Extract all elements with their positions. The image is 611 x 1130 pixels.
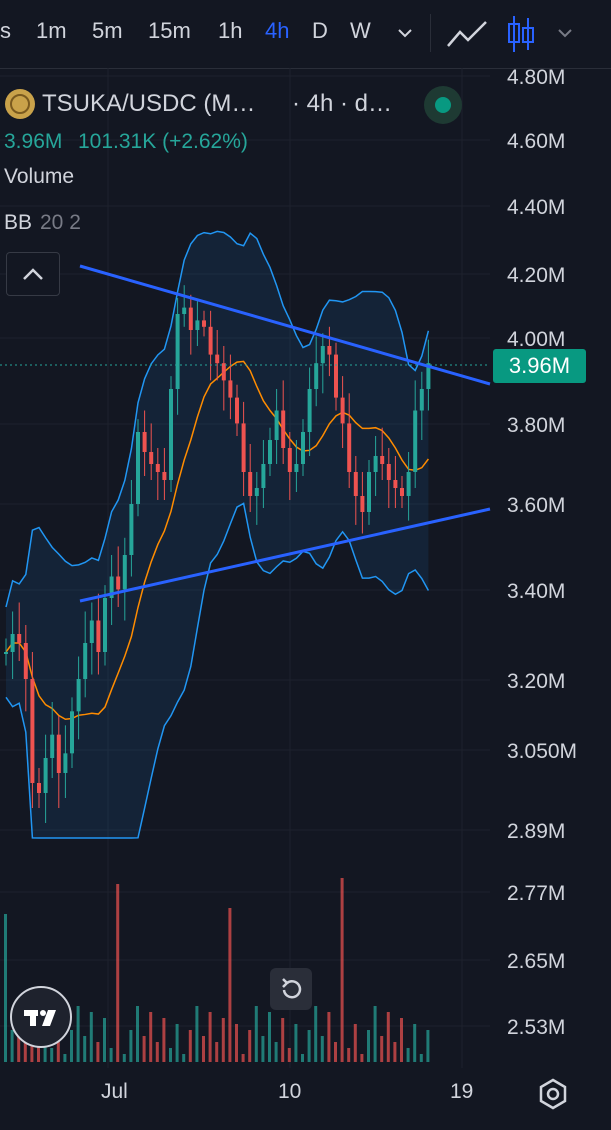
market-status-icon[interactable] xyxy=(424,86,462,124)
reset-chart-button[interactable] xyxy=(270,968,312,1010)
candlestick-icon[interactable] xyxy=(506,14,536,54)
price-axis-label: 2.53M xyxy=(507,1016,565,1039)
timeframe-toolbar: s 1m 5m 15m 1h 4h D W xyxy=(0,0,611,69)
tradingview-logo[interactable] xyxy=(10,986,72,1048)
rotate-icon xyxy=(282,978,302,999)
price-axis-label: 4.40M xyxy=(507,196,565,219)
timeframe-seconds[interactable]: s xyxy=(0,18,11,43)
current-price-label: 3.96M xyxy=(493,349,586,383)
price-axis-label: 2.65M xyxy=(507,950,565,973)
legend-price: 3.96M xyxy=(4,130,63,153)
timeframe-5m[interactable]: 5m xyxy=(92,18,123,43)
timeframe-4h[interactable]: 4h xyxy=(265,18,290,43)
price-axis-label: 4.00M xyxy=(507,328,565,351)
upper-trendline[interactable] xyxy=(79,264,491,386)
bb-label[interactable]: BB xyxy=(4,211,33,234)
bollinger-fill xyxy=(6,231,429,838)
chevron-down-icon[interactable] xyxy=(396,26,414,40)
timeframe-15m[interactable]: 15m xyxy=(148,18,191,43)
price-axis-label: 2.89M xyxy=(507,820,565,843)
price-axis-label: 3.60M xyxy=(507,494,565,517)
price-axis-label: 3.80M xyxy=(507,414,565,437)
price-axis-label: 3.40M xyxy=(507,580,565,603)
price-chart[interactable]: 4.80M 4.60M 4.40M 4.20M 4.00M 3.80M 3.60M 3.40M… xyxy=(0,68,611,1130)
price-axis-label: 3.050M xyxy=(507,740,577,763)
price-axis-label: 4.60M xyxy=(507,130,565,153)
collapse-legend-button[interactable] xyxy=(6,252,60,296)
chevron-up-icon xyxy=(23,268,43,280)
price-axis[interactable]: 4.80M 4.60M 4.40M 4.20M 4.00M 3.80M 3.60M 3.40M… xyxy=(507,68,577,1039)
time-label-19: 19 xyxy=(450,1080,474,1103)
symbol-interval: · 4h · d… xyxy=(292,90,393,117)
candlesticks xyxy=(4,285,431,823)
price-axis-label: 2.77M xyxy=(507,882,565,905)
tv-logo-icon xyxy=(24,1010,56,1026)
lower-trendline[interactable] xyxy=(79,507,491,603)
legend-change: 101.31K (+2.62%) xyxy=(78,130,248,153)
token-logo-icon xyxy=(5,89,35,119)
timeframe-1h[interactable]: 1h xyxy=(218,18,243,43)
volume-label[interactable]: Volume xyxy=(4,165,75,188)
bb-params: 20 2 xyxy=(40,211,81,234)
timeframe-day[interactable]: D xyxy=(312,18,328,43)
symbol-title[interactable]: TSUKA/USDC (M… xyxy=(42,90,256,117)
price-axis-label: 4.20M xyxy=(507,264,565,287)
timeframe-week[interactable]: W xyxy=(350,18,371,43)
chart-type-chevron-icon[interactable] xyxy=(556,26,574,40)
toolbar-divider xyxy=(430,14,431,52)
time-label-10: 10 xyxy=(278,1080,302,1103)
price-axis-label: 4.80M xyxy=(507,68,565,89)
timeframe-1m[interactable]: 1m xyxy=(36,18,67,43)
line-chart-icon[interactable] xyxy=(446,18,490,50)
time-label-jul: Jul xyxy=(101,1080,128,1103)
settings-gear-icon[interactable] xyxy=(537,1078,569,1110)
price-axis-label: 3.20M xyxy=(507,670,565,693)
